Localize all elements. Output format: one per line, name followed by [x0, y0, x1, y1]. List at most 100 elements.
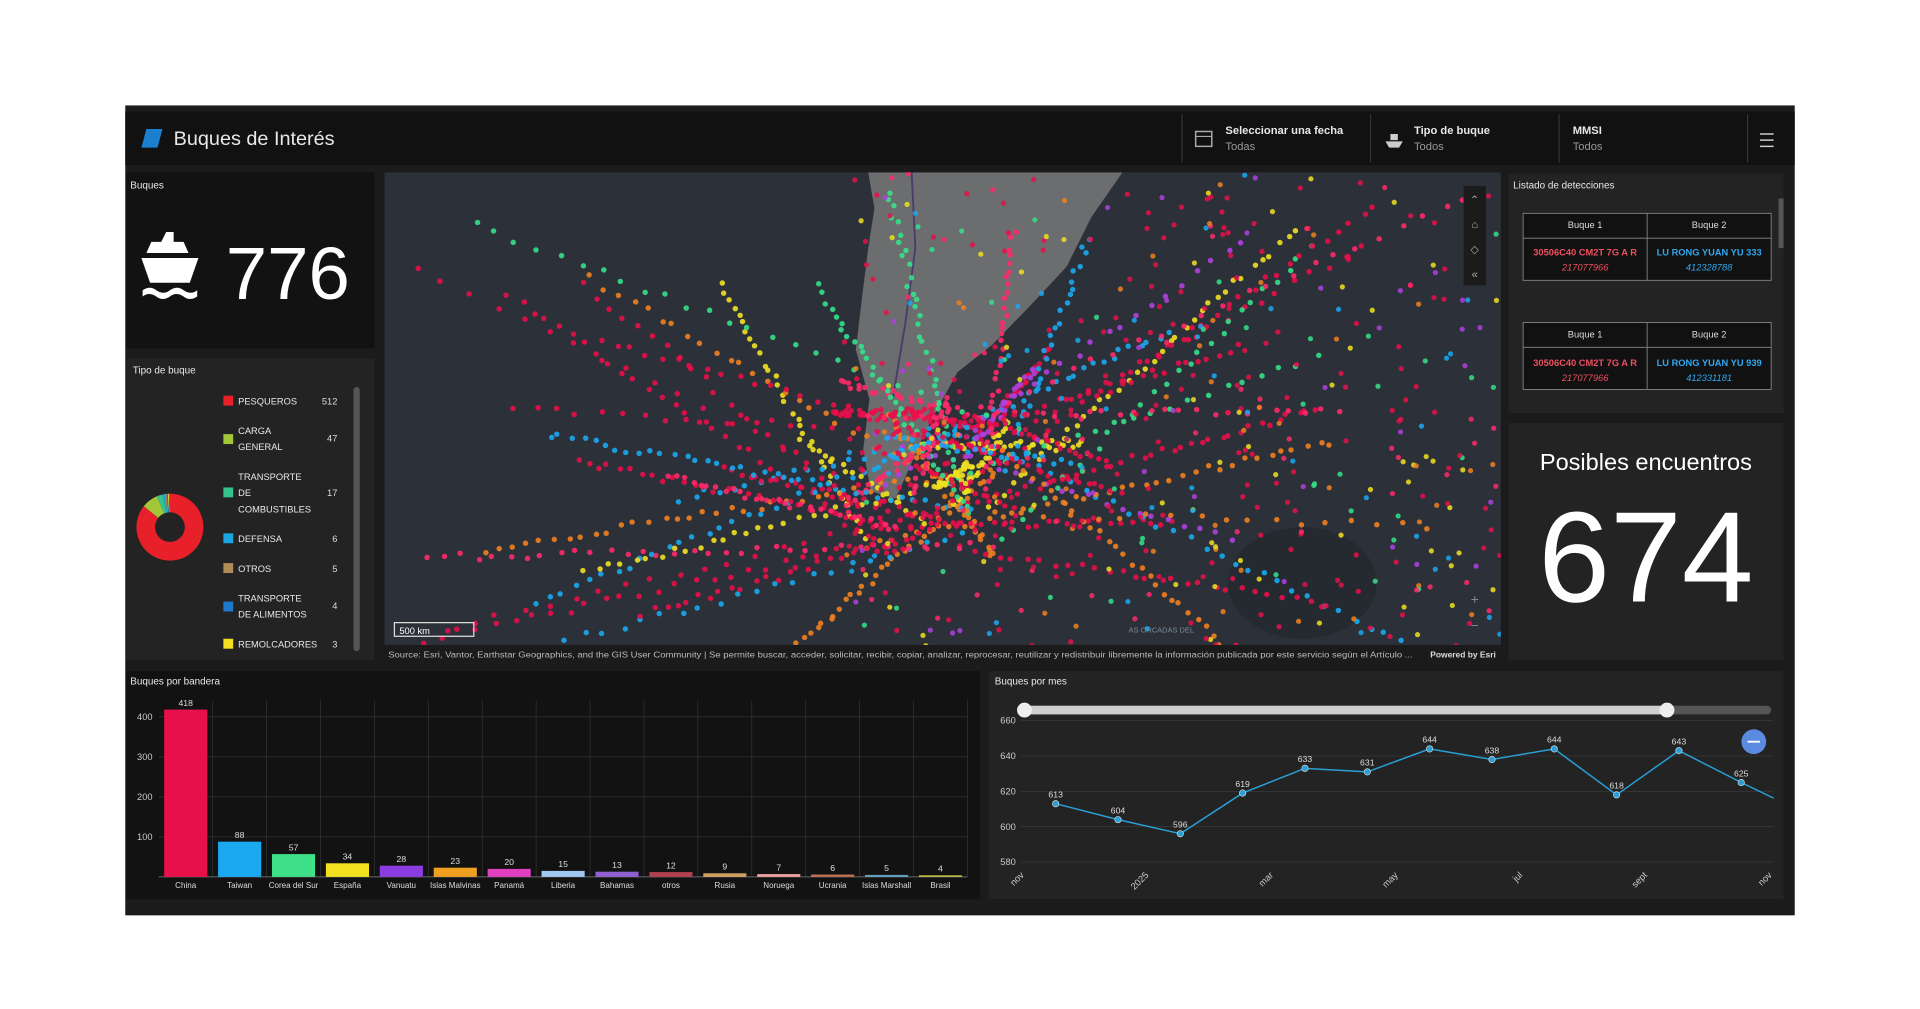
vessel-dot — [881, 458, 888, 464]
vessel-dot — [1290, 458, 1296, 464]
vessel-dot — [1172, 448, 1178, 454]
vessel-dot — [1305, 443, 1311, 449]
vessel-dot — [1090, 360, 1096, 366]
map[interactable]: ⌃ ⌂ ◇ « + − 500 km AS ORCADAS DEL Source… — [384, 171, 1502, 665]
vessel-dot — [830, 402, 837, 408]
vessel-dot — [787, 423, 794, 429]
vessel-dot — [522, 316, 528, 322]
vessel-dot — [1068, 407, 1074, 413]
vessel-dot — [1148, 452, 1154, 458]
bar — [164, 709, 208, 877]
menu-button[interactable] — [1760, 133, 1774, 148]
vessel-dot — [868, 515, 875, 522]
vessel-dot — [421, 640, 427, 646]
vessel-dot — [861, 384, 868, 391]
vessel-dot — [1209, 540, 1215, 546]
map-control-icon[interactable]: « — [1472, 269, 1478, 281]
vessel-dot — [1087, 525, 1093, 531]
vessel-dot — [975, 470, 982, 476]
vessel-dot — [1365, 333, 1371, 339]
time-slider-handle[interactable] — [1017, 702, 1032, 718]
vessel-dot — [1073, 623, 1079, 629]
vessel-dot — [951, 487, 957, 493]
vessel-dot — [1002, 407, 1008, 414]
vessel-dot — [1045, 428, 1051, 434]
time-slider-handle[interactable] — [1659, 702, 1675, 718]
detection-card[interactable]: Buque 1 Buque 2 30506C40 CM2T 7G A R 217… — [1522, 322, 1772, 390]
vessel-dot — [1408, 213, 1414, 219]
type-filter[interactable]: Tipo de buque Todos — [1385, 125, 1490, 153]
vessel-dot — [716, 525, 722, 531]
vessel-dot — [847, 591, 853, 598]
vessel-dot — [861, 456, 868, 462]
map-control-icon[interactable]: ⌃ — [1470, 194, 1479, 206]
vessel-dot — [1288, 447, 1294, 453]
vessel-dot — [1263, 340, 1269, 346]
vessel-dot — [533, 601, 539, 607]
vessel-dot — [1226, 382, 1232, 389]
vessel-dot — [1053, 447, 1059, 454]
vessel-dot — [1427, 584, 1433, 590]
x-tick-label: Vanuatu — [387, 881, 416, 890]
vessel-dot — [905, 361, 911, 367]
vessel-dot — [925, 439, 932, 446]
legend-item: CARGA GENERAL 47 — [223, 416, 350, 462]
vessel-dot — [1274, 279, 1281, 286]
vessel-dot — [528, 612, 535, 618]
vessel-dot — [1077, 523, 1083, 530]
vessel-dot — [839, 321, 845, 327]
vessel-dot — [1046, 518, 1052, 524]
scrollbar[interactable] — [1778, 198, 1784, 249]
panel-title: Buques por mes — [995, 677, 1067, 688]
vessel-dot — [951, 377, 957, 383]
vessel-dot — [840, 487, 846, 494]
vessel-dot — [1142, 455, 1149, 461]
x-tick-label: Ucrania — [819, 881, 847, 890]
vessel-dot — [1307, 336, 1314, 342]
vessel-dot — [1326, 442, 1332, 448]
vessel-dot — [823, 410, 829, 416]
column-header: Buque 2 — [1692, 329, 1727, 339]
vessel-dot — [963, 480, 969, 487]
vessel-dot — [907, 261, 913, 267]
vessel-dot — [1203, 356, 1209, 363]
vessel-dot — [1144, 626, 1150, 632]
vessel-dot — [1064, 300, 1071, 306]
vessel-dot — [1237, 275, 1244, 282]
map-controls[interactable] — [1463, 186, 1486, 286]
vessel-dot — [926, 425, 932, 432]
zoom-out[interactable]: − — [1471, 618, 1479, 633]
vessel-dot — [838, 542, 845, 548]
date-filter[interactable]: Seleccionar una fecha Todas — [1194, 125, 1344, 153]
zoom-in[interactable]: + — [1471, 592, 1479, 607]
vessel-dot — [997, 362, 1004, 369]
vessel-dot — [660, 319, 666, 325]
vessel-dot — [677, 354, 683, 361]
mmsi-filter[interactable]: MMSI Todos — [1573, 125, 1603, 153]
vessel-dot — [1184, 397, 1191, 403]
vessel-dot — [845, 403, 852, 409]
vessel-dot — [896, 504, 903, 510]
scrollbar[interactable] — [353, 386, 360, 652]
vessel-dot — [972, 548, 978, 555]
map-control-icon[interactable]: ⌂ — [1471, 219, 1478, 231]
vessel-dot — [1148, 573, 1154, 579]
point-value-label: 643 — [1672, 736, 1687, 746]
vessel-dot — [1447, 351, 1454, 357]
detection-card[interactable]: Buque 1 Buque 2 30506C40 CM2T 7G A R 217… — [1522, 212, 1772, 281]
vessel-dot — [819, 289, 825, 295]
vessel-dot — [947, 439, 954, 446]
vessel-dot — [1145, 210, 1152, 216]
map-control-icon[interactable]: ◇ — [1470, 244, 1479, 256]
vessel-dot — [1175, 407, 1182, 413]
vessel-dot — [1273, 272, 1280, 279]
bar-value-label: 34 — [343, 852, 353, 862]
vessel-dot — [887, 412, 894, 418]
vessel-dot — [1086, 481, 1093, 487]
vessel-dot — [594, 296, 600, 302]
vessel-dot — [1083, 250, 1089, 256]
vessel-dot — [1208, 379, 1214, 385]
vessel-dot — [1040, 514, 1047, 520]
vessel-dot — [1153, 479, 1159, 486]
vessel-dot — [1031, 381, 1038, 387]
